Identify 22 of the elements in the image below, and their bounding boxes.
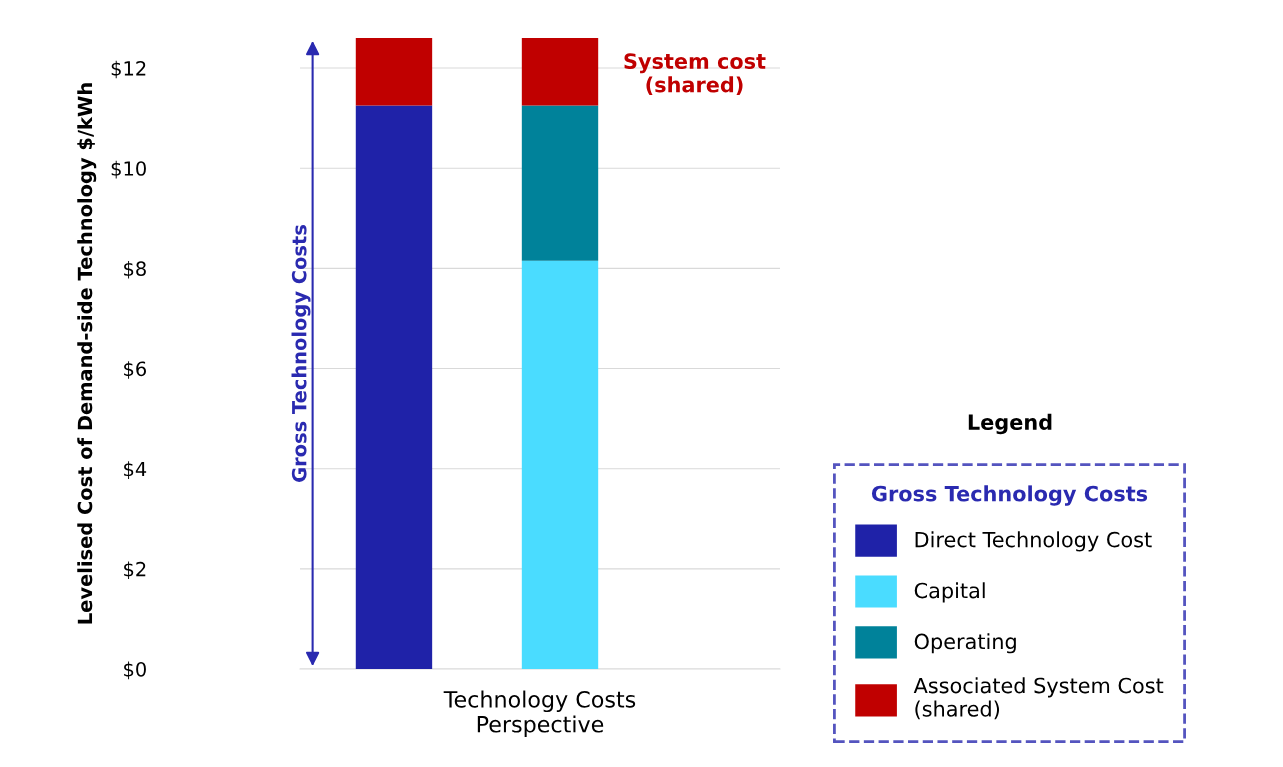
annotation: System cost (shared) bbox=[624, 53, 766, 95]
x-axis-title: Technology Costs Perspective bbox=[443, 690, 636, 737]
y-tick-label: $0 bbox=[124, 661, 146, 680]
annotation: Gross Technology Costs bbox=[291, 225, 311, 482]
y-tick-label: $8 bbox=[124, 260, 146, 279]
y-tick-label: $2 bbox=[124, 561, 146, 580]
bar bbox=[521, 260, 599, 669]
legend-label: Direct Technology Cost bbox=[915, 531, 1152, 552]
legend-label: Associated System Cost (shared) bbox=[913, 677, 1164, 720]
bar bbox=[355, 105, 433, 669]
legend-label: Capital bbox=[914, 582, 985, 603]
y-tick-label: $12 bbox=[111, 60, 146, 79]
legend-title: Gross Technology Costs bbox=[871, 485, 1148, 506]
legend-label: Operating bbox=[914, 633, 1016, 654]
y-tick-label: $10 bbox=[111, 160, 146, 179]
y-axis-title: Levelised Cost of Demand-side Technology $/kWh bbox=[77, 83, 97, 624]
bar bbox=[521, 105, 599, 261]
bar bbox=[355, 38, 433, 106]
text: Legend bbox=[968, 413, 1052, 435]
bar bbox=[521, 38, 599, 106]
y-tick-label: $4 bbox=[124, 461, 147, 479]
y-tick-label: $6 bbox=[124, 361, 146, 379]
